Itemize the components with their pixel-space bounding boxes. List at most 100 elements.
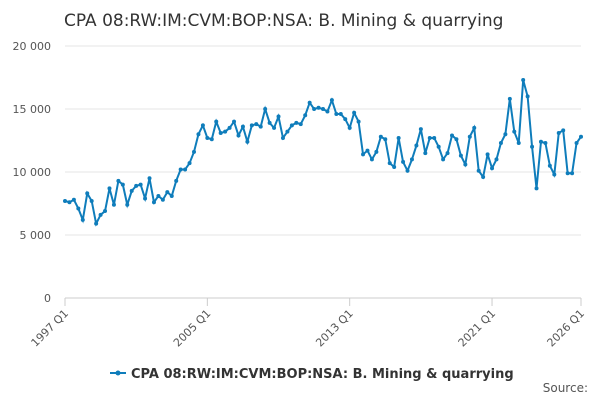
point	[565, 171, 570, 176]
point	[312, 107, 317, 111]
point	[249, 123, 254, 128]
point	[414, 143, 419, 148]
point	[303, 113, 308, 118]
point	[321, 107, 325, 111]
point	[85, 191, 90, 196]
point	[490, 166, 495, 171]
point	[218, 130, 223, 135]
point	[338, 112, 343, 117]
point	[383, 137, 388, 142]
point	[147, 176, 152, 181]
point	[98, 212, 103, 217]
point	[276, 114, 281, 119]
point	[356, 119, 361, 124]
point	[450, 133, 454, 138]
point	[183, 167, 188, 172]
point	[116, 178, 121, 183]
point	[561, 128, 566, 133]
point	[396, 135, 401, 140]
point	[263, 107, 268, 111]
x-tick-label: 2026 Q1	[545, 307, 588, 350]
point	[143, 196, 148, 201]
point	[80, 217, 85, 222]
point	[387, 161, 392, 166]
point	[543, 141, 548, 146]
point	[138, 182, 143, 187]
point	[516, 141, 521, 146]
point	[71, 197, 76, 202]
point	[481, 175, 486, 180]
point	[227, 125, 232, 130]
point	[365, 148, 370, 153]
point	[160, 197, 165, 202]
point	[223, 129, 228, 134]
point	[294, 120, 299, 125]
point	[521, 78, 526, 83]
point	[174, 178, 179, 183]
point	[458, 153, 463, 158]
point	[507, 96, 512, 101]
point	[347, 125, 352, 130]
point	[392, 164, 397, 169]
y-tick-label: 10 000	[13, 166, 52, 179]
point	[289, 123, 294, 128]
y-tick-label: 0	[44, 292, 51, 305]
point	[196, 132, 201, 137]
point	[530, 144, 535, 149]
point	[574, 141, 579, 146]
legend-label: CPA 08:RW:IM:CVM:BOP:NSA: B. Mining & qu…	[131, 367, 514, 382]
legend-marker	[115, 370, 121, 376]
point	[240, 124, 245, 129]
point	[361, 152, 366, 157]
point	[236, 133, 241, 138]
point	[418, 127, 423, 132]
point	[570, 171, 575, 176]
point	[538, 139, 543, 144]
point	[214, 119, 219, 124]
point	[325, 109, 330, 114]
point	[552, 172, 557, 177]
point	[454, 137, 459, 142]
point	[192, 149, 196, 154]
point	[405, 168, 410, 173]
point	[272, 125, 277, 130]
chart-title: CPA 08:RW:IM:CVM:BOP:NSA: B. Mining & qu…	[64, 11, 503, 31]
x-tick-label: 2013 Q1	[313, 307, 356, 350]
point	[378, 134, 383, 139]
point	[374, 149, 379, 154]
point	[423, 151, 428, 156]
x-tick-label: 2005 Q1	[171, 307, 214, 350]
y-tick-label: 5 000	[20, 229, 52, 242]
point	[151, 200, 156, 205]
point	[125, 202, 130, 207]
point	[343, 117, 348, 122]
point	[485, 152, 490, 157]
point	[111, 202, 116, 207]
y-tick-label: 15 000	[13, 103, 52, 116]
point	[427, 135, 432, 140]
point	[89, 198, 94, 203]
point	[209, 137, 214, 142]
point	[280, 135, 285, 140]
y-tick-label: 20 000	[13, 40, 52, 53]
point	[334, 112, 339, 117]
point	[494, 157, 499, 162]
point	[134, 183, 139, 188]
point	[178, 167, 183, 172]
point	[316, 105, 321, 110]
point	[547, 163, 552, 168]
point	[436, 144, 441, 149]
point	[445, 151, 450, 156]
point	[254, 122, 259, 127]
point	[165, 190, 170, 195]
point	[67, 200, 72, 205]
point	[205, 135, 210, 140]
x-tick-label: 1997 Q1	[29, 307, 72, 350]
point	[63, 198, 67, 203]
point	[298, 122, 303, 127]
point	[258, 124, 263, 129]
series-line	[64, 79, 582, 227]
point	[200, 123, 205, 128]
point	[120, 182, 125, 187]
